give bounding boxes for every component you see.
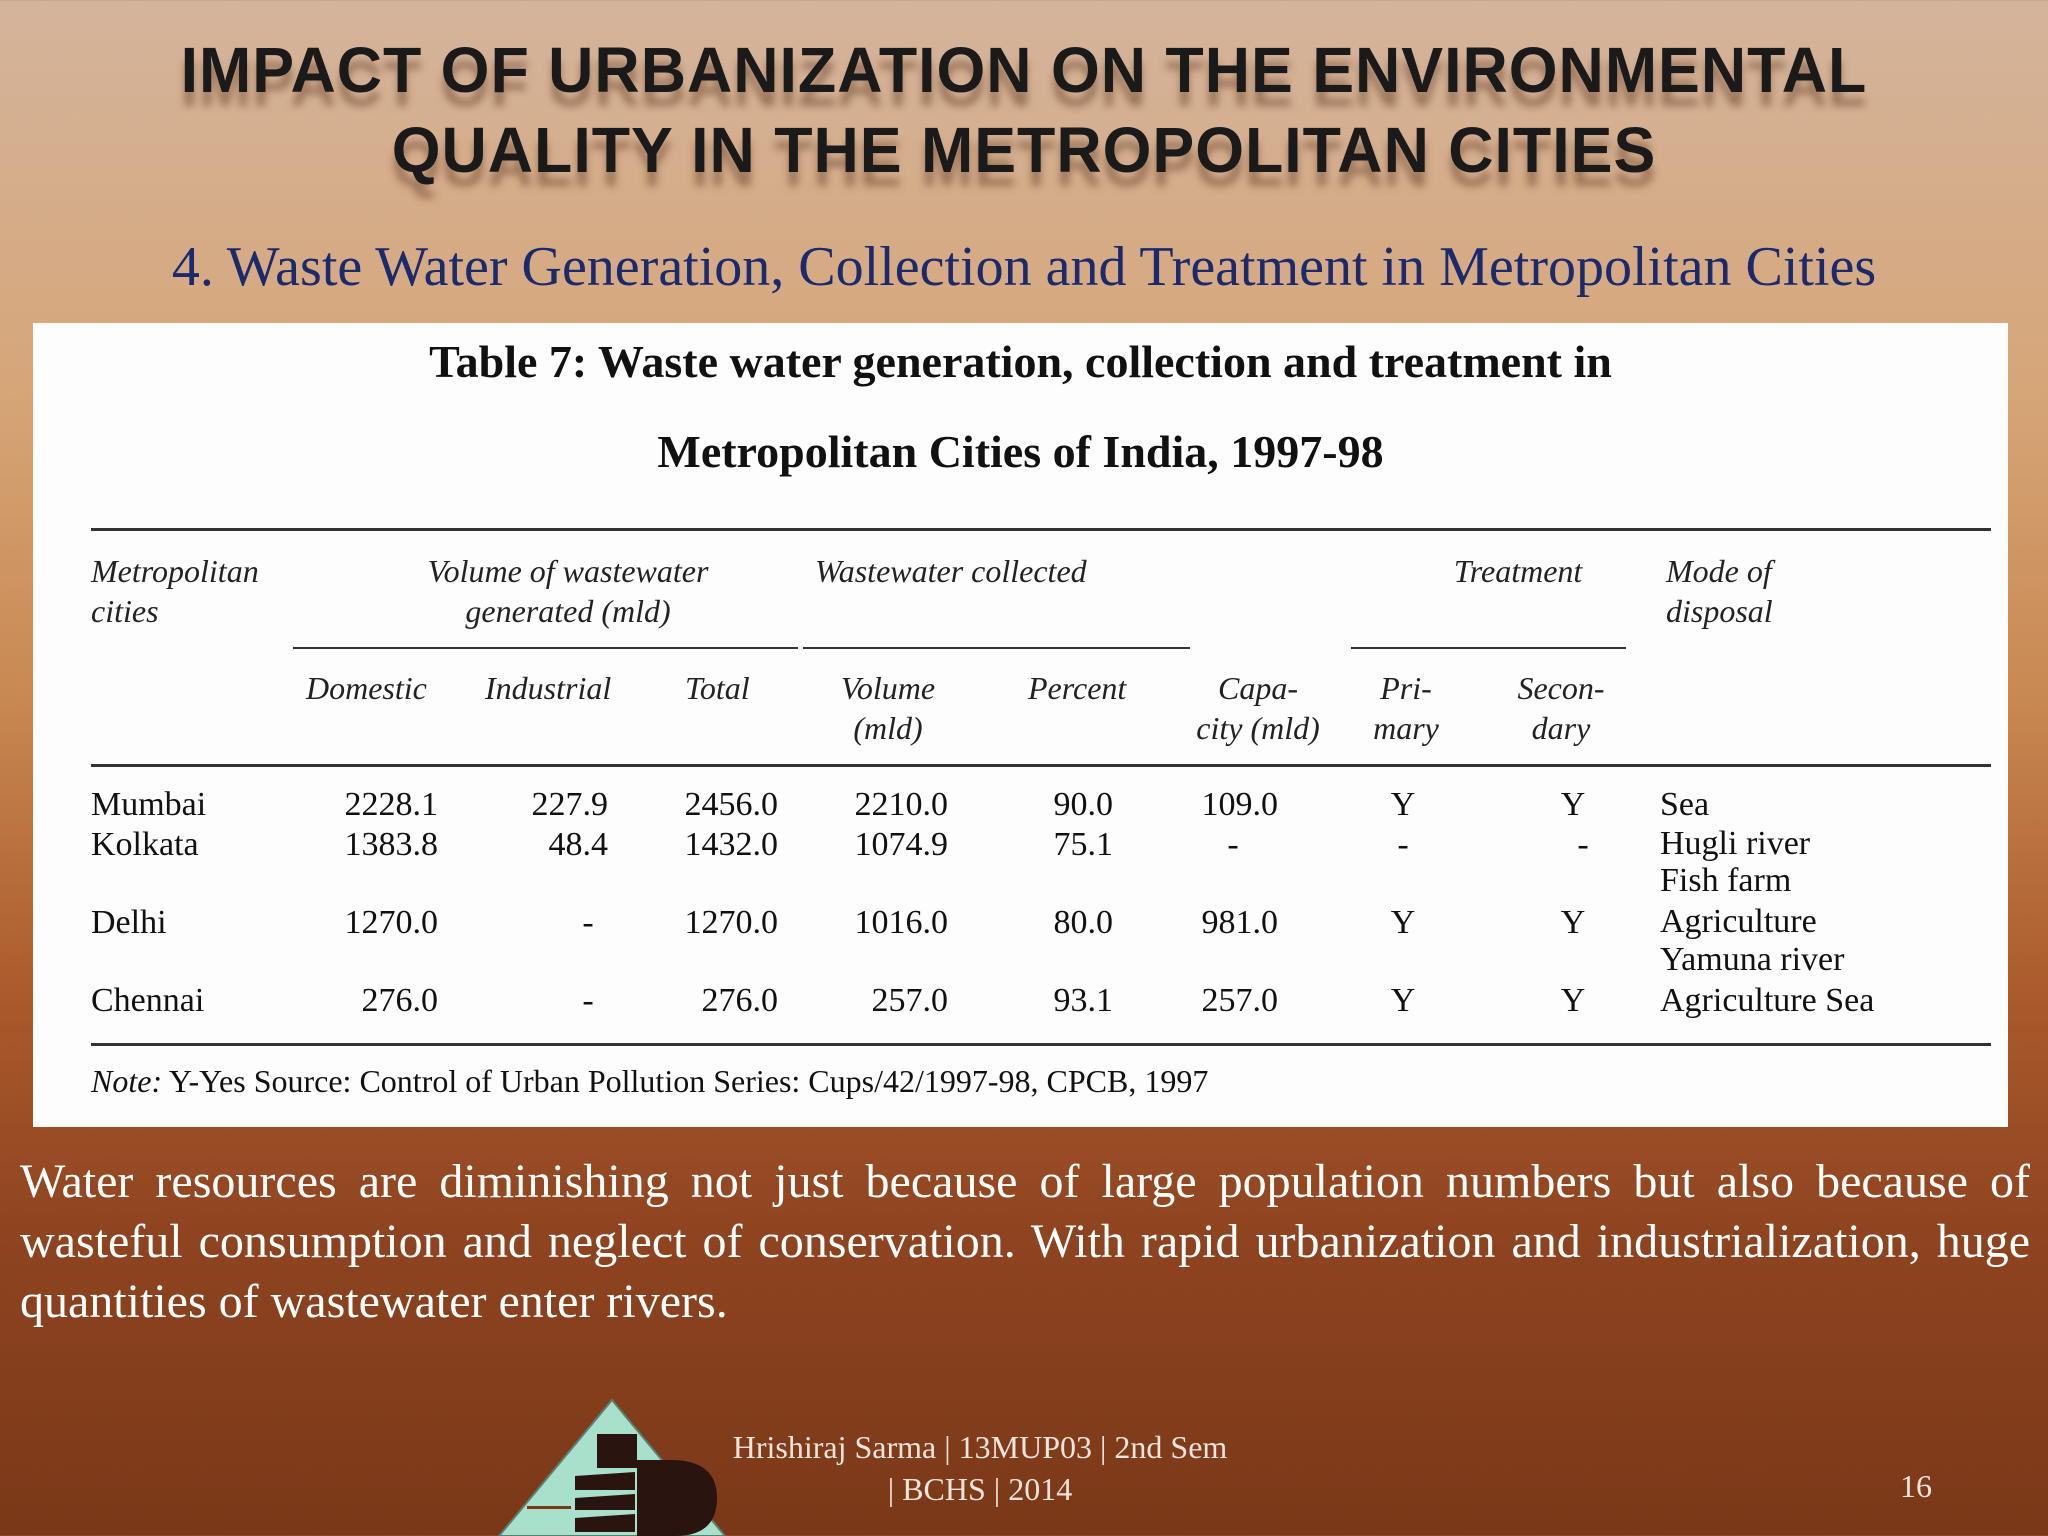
table-note: Note: Y-Yes Source: Control of Urban Pol… — [91, 1063, 1208, 1100]
header-text: disposal — [1666, 593, 1773, 629]
cell-percent: 93.1 — [1053, 982, 1114, 1019]
cell-total: 1432.0 — [684, 826, 779, 863]
cell-city: Delhi — [91, 904, 167, 941]
header-text: (mld) — [853, 710, 923, 746]
table-top-rule — [91, 528, 1991, 531]
subheader-primary: Pri- mary — [1361, 668, 1451, 748]
header-text: Mode of — [1666, 553, 1772, 589]
subheader-total: Total — [685, 670, 750, 706]
institution-logo-icon — [497, 1398, 727, 1536]
cell-capacity: 257.0 — [1201, 982, 1279, 1019]
cell-disposal: Sea — [1660, 785, 1709, 825]
header-text: Capa- — [1218, 670, 1298, 706]
cell-percent: 75.1 — [1053, 826, 1114, 863]
table-bottom-rule — [91, 1043, 1991, 1046]
cell-total: 276.0 — [701, 982, 779, 1019]
slide-title-line-1: IMPACT OF URBANIZATION ON THE ENVIRONMEN… — [180, 34, 1868, 106]
header-text: Volume — [840, 670, 936, 706]
cell-domestic: 1383.8 — [344, 826, 439, 863]
header-text: Metropolitan — [91, 553, 259, 589]
collected-group-rule — [803, 647, 1190, 649]
cell-secondary: - — [1577, 826, 1589, 863]
header-text: dary — [1531, 710, 1591, 746]
subheader-percent: Percent — [1028, 670, 1127, 706]
cell-primary: - — [1397, 826, 1409, 863]
slide-title-line-2: QUALITY IN THE METROPOLITAN CITIES — [391, 114, 1657, 186]
subheader-volume: Volume (mld) — [813, 668, 963, 748]
cell-total: 1270.0 — [684, 904, 779, 941]
disposal-text: Yamuna river — [1660, 941, 1845, 978]
footer-author-info: Hrishiraj Sarma | 13MUP03 | 2nd Sem | BC… — [700, 1426, 1260, 1510]
cell-industrial: - — [582, 982, 594, 1019]
cell-city: Chennai — [91, 982, 205, 1019]
cell-disposal: Agriculture Sea — [1660, 981, 1874, 1021]
cell-industrial: - — [582, 904, 594, 941]
cell-primary: Y — [1390, 904, 1416, 941]
header-text: Wastewater collected — [815, 553, 1087, 589]
header-treatment: Treatment — [1353, 551, 1683, 591]
header-text: Treatment — [1453, 553, 1583, 589]
cell-domestic: 1270.0 — [344, 904, 439, 941]
cell-city: Kolkata — [91, 826, 199, 863]
cell-primary: Y — [1390, 786, 1416, 823]
header-text: Volume of wastewater — [427, 553, 709, 589]
cell-capacity: 981.0 — [1201, 904, 1279, 941]
cell-total: 2456.0 — [684, 786, 779, 823]
body-paragraph: Water resources are diminishing not just… — [20, 1155, 2030, 1328]
cell-industrial: 227.9 — [531, 786, 609, 823]
cell-percent: 80.0 — [1053, 904, 1114, 941]
header-text: mary — [1373, 710, 1439, 746]
cell-city: Mumbai — [91, 786, 207, 823]
header-volume-generated: Volume of wastewater generated (mld) — [293, 551, 843, 631]
slide-title: IMPACT OF URBANIZATION ON THE ENVIRONMEN… — [20, 30, 2027, 190]
header-text: city (mld) — [1196, 710, 1320, 746]
cell-volume: 1074.9 — [854, 826, 949, 863]
header-metropolitan-cities: Metropolitan cities — [91, 551, 259, 631]
cell-primary: Y — [1390, 982, 1416, 1019]
header-text: Secon- — [1517, 670, 1605, 706]
disposal-text: Fish farm — [1660, 862, 1792, 899]
disposal-text: Hugli river — [1660, 825, 1811, 862]
disposal-text: Agriculture Sea — [1660, 982, 1875, 1019]
header-text: cities — [91, 593, 159, 629]
header-mode-of-disposal: Mode of disposal — [1666, 551, 1773, 631]
table-image-panel: Table 7: Waste water generation, collect… — [33, 323, 2008, 1127]
page-number: 16 — [1900, 1468, 1932, 1504]
footer-line-1: Hrishiraj Sarma | 13MUP03 | 2nd Sem — [732, 1429, 1228, 1465]
cell-percent: 90.0 — [1053, 786, 1114, 823]
cell-disposal: Agriculture Yamuna river — [1660, 903, 1844, 979]
subheader-domestic: Domestic — [306, 670, 427, 706]
section-subtitle: 4. Waste Water Generation, Collection an… — [171, 236, 1877, 298]
note-label: Note: — [91, 1063, 163, 1099]
table-caption-line-1: Table 7: Waste water generation, collect… — [429, 336, 1612, 387]
cell-secondary: Y — [1560, 982, 1586, 1019]
cell-volume: 2210.0 — [854, 786, 949, 823]
header-bottom-rule — [91, 764, 1991, 767]
generated-group-rule — [293, 647, 798, 649]
subheader-capacity: Capa- city (mld) — [1178, 668, 1338, 748]
treatment-group-rule — [1351, 647, 1626, 649]
cell-domestic: 276.0 — [361, 982, 439, 1019]
cell-volume: 1016.0 — [854, 904, 949, 941]
subheader-secondary: Secon- dary — [1501, 668, 1621, 748]
cell-secondary: Y — [1560, 786, 1586, 823]
disposal-text: Sea — [1660, 786, 1710, 823]
header-text: generated (mld) — [465, 593, 671, 629]
cell-industrial: 48.4 — [548, 826, 609, 863]
cell-volume: 257.0 — [871, 982, 949, 1019]
note-text: Y-Yes Source: Control of Urban Pollution… — [162, 1063, 1209, 1099]
cell-domestic: 2228.1 — [344, 786, 439, 823]
cell-disposal: Hugli river Fish farm — [1660, 825, 1810, 899]
table-caption-line-2: Metropolitan Cities of India, 1997-98 — [657, 426, 1384, 477]
cell-capacity: - — [1227, 826, 1239, 863]
header-wastewater-collected: Wastewater collected — [815, 551, 1087, 591]
cell-secondary: Y — [1560, 904, 1586, 941]
footer-line-2: | BCHS | 2014 — [887, 1471, 1073, 1507]
cell-capacity: 109.0 — [1201, 786, 1279, 823]
subheader-industrial: Industrial — [485, 670, 612, 706]
disposal-text: Agriculture — [1660, 903, 1817, 940]
header-text: Pri- — [1380, 670, 1432, 706]
